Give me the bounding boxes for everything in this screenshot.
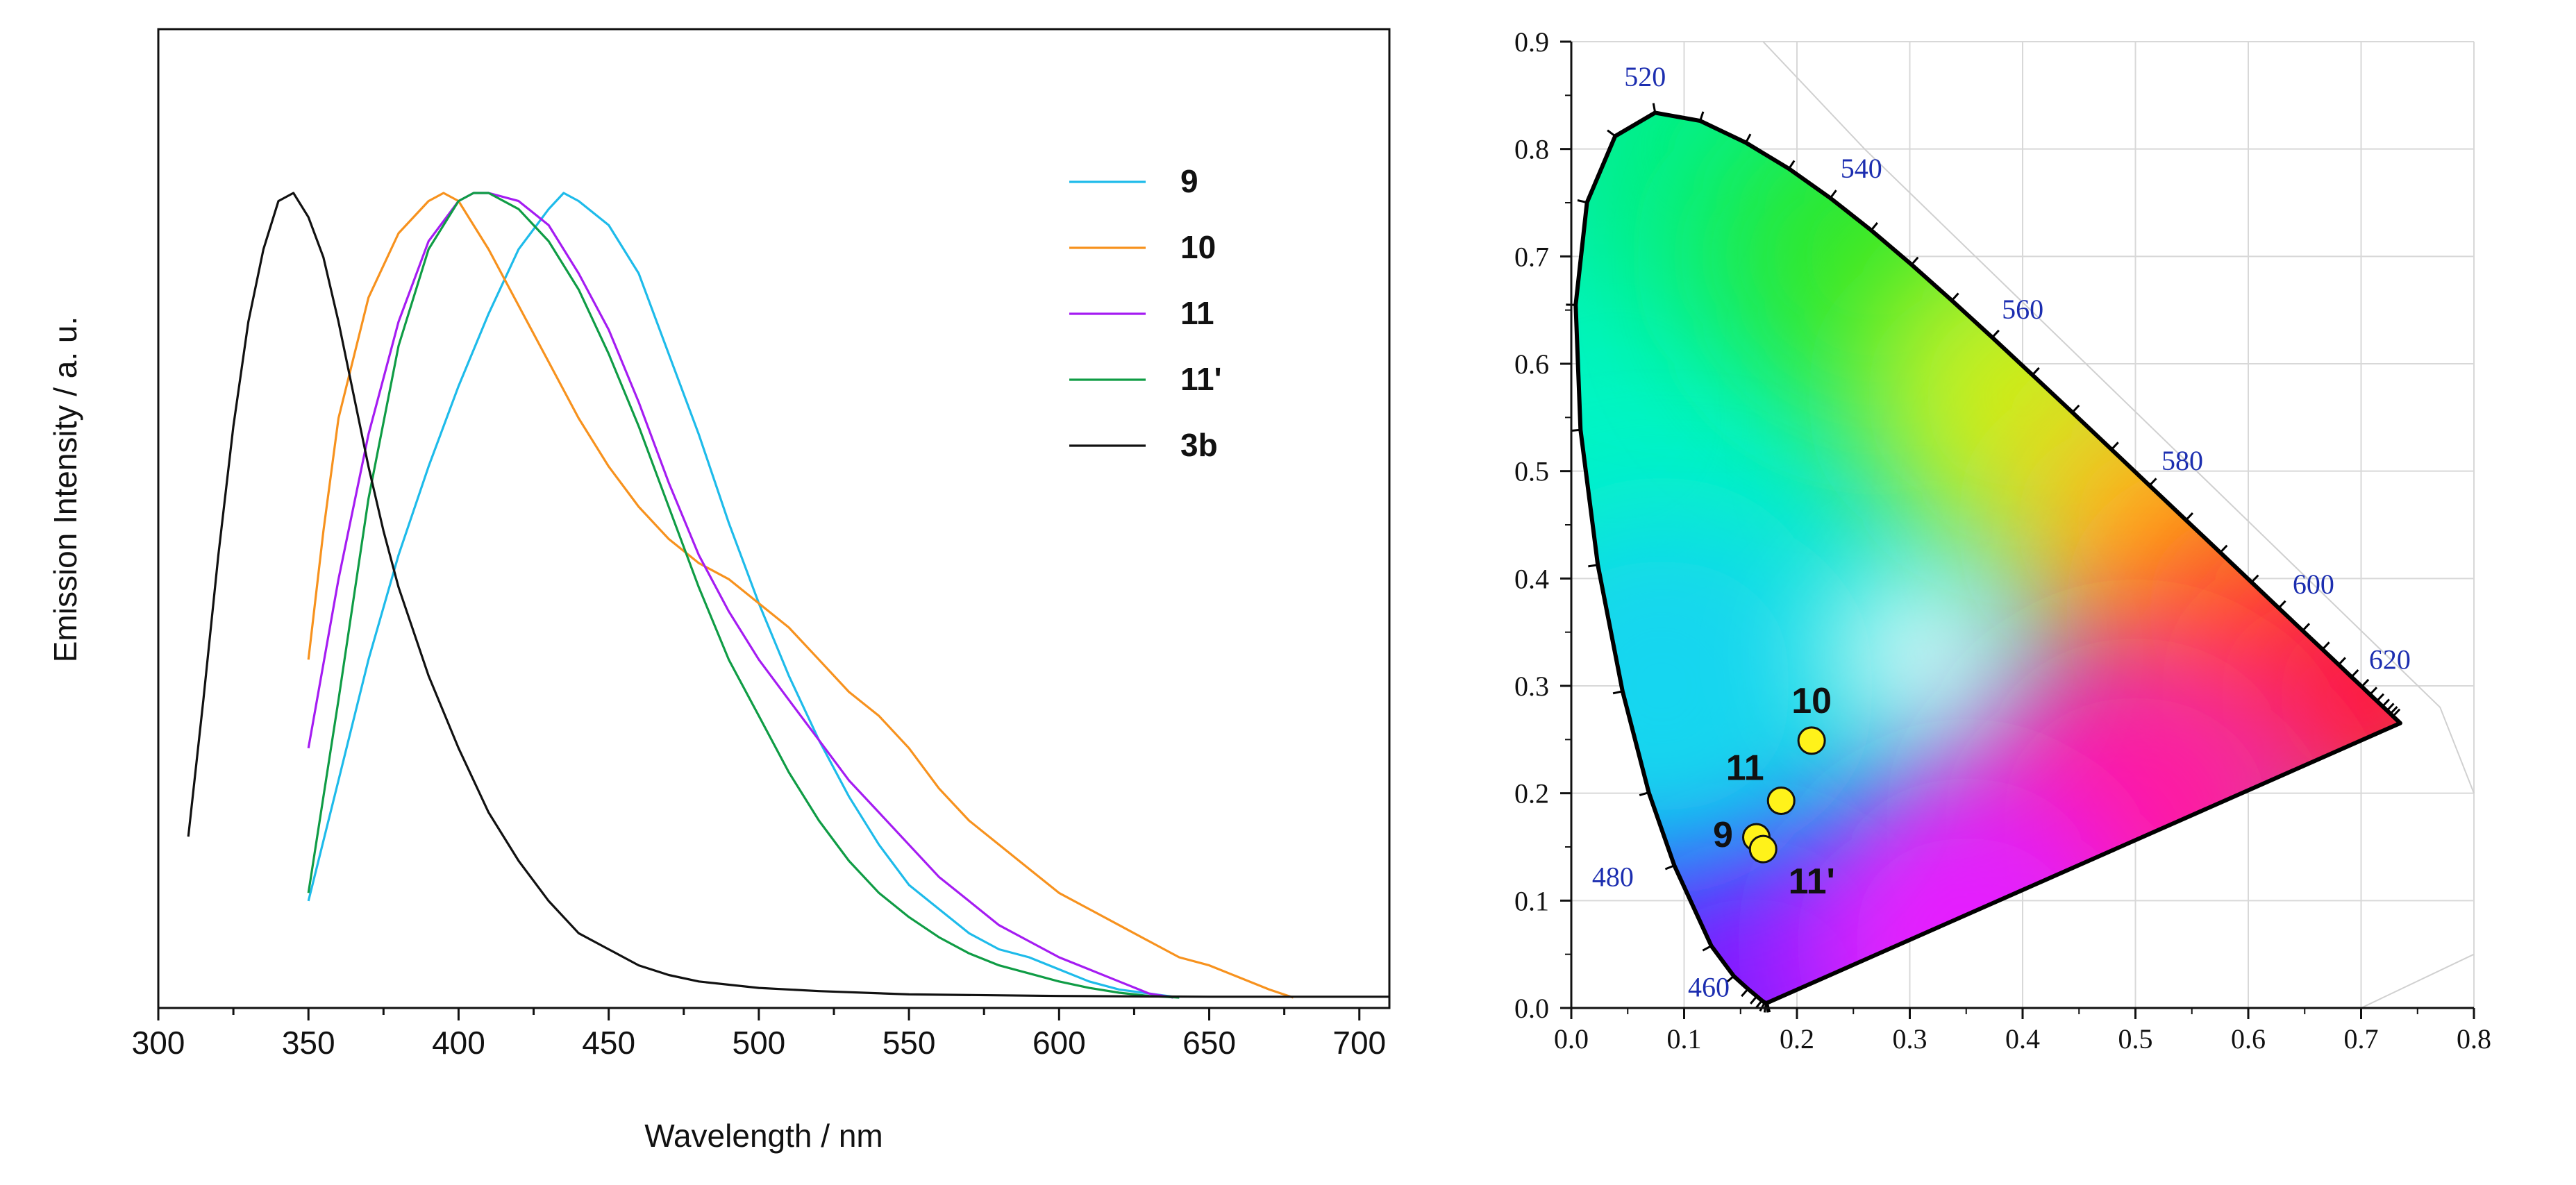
cie-y-tick-label: 0.0 — [1514, 993, 1549, 1024]
cie-wavelength-label: 600 — [2293, 569, 2334, 600]
cie-locus-tick — [2111, 442, 2118, 449]
spectra-plot-frame — [158, 29, 1389, 1008]
cie-locus-tick — [1607, 131, 1615, 136]
cie-locus-tick — [2032, 368, 2039, 375]
cie-x-tick-label: 0.7 — [2344, 1023, 2379, 1054]
cie-locus-tick — [1830, 190, 1836, 198]
cie-locus-tick — [2073, 405, 2080, 412]
cie-wavelength-label: 560 — [2002, 294, 2043, 325]
legend-label: 3b — [1180, 427, 1218, 463]
cie-locus-tick — [1789, 160, 1794, 169]
cie-locus-tick — [1700, 112, 1703, 121]
cie-point — [1768, 787, 1794, 814]
spectra-x-tick-label: 650 — [1182, 1025, 1236, 1061]
cie-x-tick-label: 0.6 — [2231, 1023, 2266, 1054]
spectra-x-tick-label: 600 — [1032, 1025, 1086, 1061]
cie-locus-tick — [2279, 601, 2286, 608]
cie-y-tick-label: 0.3 — [1514, 671, 1549, 702]
cie-wavelength-label: 480 — [1592, 861, 1634, 892]
cie-color-gamut — [1387, 0, 2509, 1164]
cie-y-tick-label: 0.1 — [1514, 885, 1549, 916]
cie-y-tick-label: 0.9 — [1514, 26, 1549, 58]
spectra-x-tick-label: 300 — [132, 1025, 185, 1061]
cie-locus-tick — [2382, 699, 2389, 706]
spectra-x-tick-label: 350 — [282, 1025, 335, 1061]
cie-locus-tick — [1992, 330, 1998, 337]
cie-locus-tick — [2387, 703, 2394, 710]
cie-locus-tick — [2339, 657, 2345, 664]
cie-point — [1798, 728, 1825, 754]
legend-label: 11' — [1180, 361, 1222, 397]
cie-locus-tick — [1750, 996, 1757, 1004]
cie-locus-tick — [2377, 694, 2384, 701]
cie-wavelength-label: 580 — [2161, 445, 2203, 476]
legend-label: 11 — [1180, 295, 1214, 331]
cie-x-tick-label: 0.5 — [2118, 1023, 2153, 1054]
spectra-x-tick-label: 450 — [582, 1025, 635, 1061]
spectra-x-ticks: 300 350 400 450 500 550 600 650 700 — [132, 1008, 1387, 1061]
cie-locus-tick — [1912, 258, 1918, 265]
spectra-x-tick-label: 550 — [883, 1025, 936, 1061]
cie-locus-tick — [1871, 223, 1877, 230]
cie-locus-tick — [2150, 478, 2157, 485]
cie-fill-whitepoint — [1762, 508, 2081, 800]
cie-point-label: 9 — [1713, 815, 1733, 855]
cie-grid-line — [2361, 955, 2475, 1008]
cie-point — [1750, 836, 1776, 862]
spectra-x-tick-label: 400 — [432, 1025, 485, 1061]
cie-wavelength-label: 520 — [1624, 61, 1666, 92]
cie-x-tick-label: 0.1 — [1667, 1023, 1702, 1054]
cie-x-tick-label: 0.2 — [1780, 1023, 1814, 1054]
legend-label: 9 — [1180, 163, 1198, 199]
spectra-y-axis-label: Emission Intensity / a. u. — [47, 317, 83, 663]
cie-locus-tick — [2220, 546, 2227, 553]
cie-fill-blob — [1793, 770, 2140, 1117]
cie-chromaticity-chart: 0.0 0.1 0.2 0.3 0.4 0.5 0.6 0.7 0.8 0.0 0.1 0.2 0.3 0… — [1387, 0, 2509, 1164]
cie-y-tick-label: 0.6 — [1514, 348, 1549, 380]
cie-locus-tick — [2302, 623, 2309, 630]
cie-locus-tick — [2323, 642, 2330, 649]
cie-x-tick-label: 0.0 — [1554, 1023, 1589, 1054]
legend-label: 10 — [1180, 229, 1216, 265]
cie-point-label: 10 — [1791, 681, 1832, 721]
cie-y-tick-label: 0.5 — [1514, 456, 1549, 487]
cie-wavelength-label: 460 — [1688, 972, 1730, 1003]
spectra-x-tick-label: 700 — [1332, 1025, 1386, 1061]
cie-locus-tick — [1952, 294, 1958, 301]
spectra-x-tick-label: 500 — [733, 1025, 786, 1061]
cie-locus-tick — [1746, 134, 1750, 142]
cie-y-tick-label: 0.4 — [1514, 563, 1549, 594]
emission-spectra-chart: 300 350 400 450 500 550 600 650 700 9 10 11 11' 3b W… — [47, 29, 1389, 1154]
cie-x-tick-label: 0.4 — [2005, 1023, 2040, 1054]
cie-locus-tick — [2352, 670, 2359, 677]
cie-point-label: 11' — [1789, 862, 1835, 902]
cie-locus-tick — [2186, 513, 2193, 520]
cie-y-tick-label: 0.2 — [1514, 778, 1549, 809]
cie-point-label: 11 — [1726, 748, 1764, 788]
spectra-x-axis-label: Wavelength / nm — [644, 1118, 883, 1154]
cie-y-tick-label: 0.8 — [1514, 134, 1549, 165]
cie-locus-tick — [2370, 687, 2377, 694]
cie-wavelength-label: 620 — [2369, 644, 2411, 675]
cie-locus-tick — [1703, 946, 1711, 951]
cie-x-tick-label: 0.8 — [2457, 1023, 2491, 1054]
cie-wavelength-label: 540 — [1841, 153, 1882, 184]
cie-x-tick-label: 0.3 — [1893, 1023, 1927, 1054]
cie-y-tick-label: 0.7 — [1514, 241, 1549, 272]
cie-locus-tick — [1741, 989, 1748, 997]
